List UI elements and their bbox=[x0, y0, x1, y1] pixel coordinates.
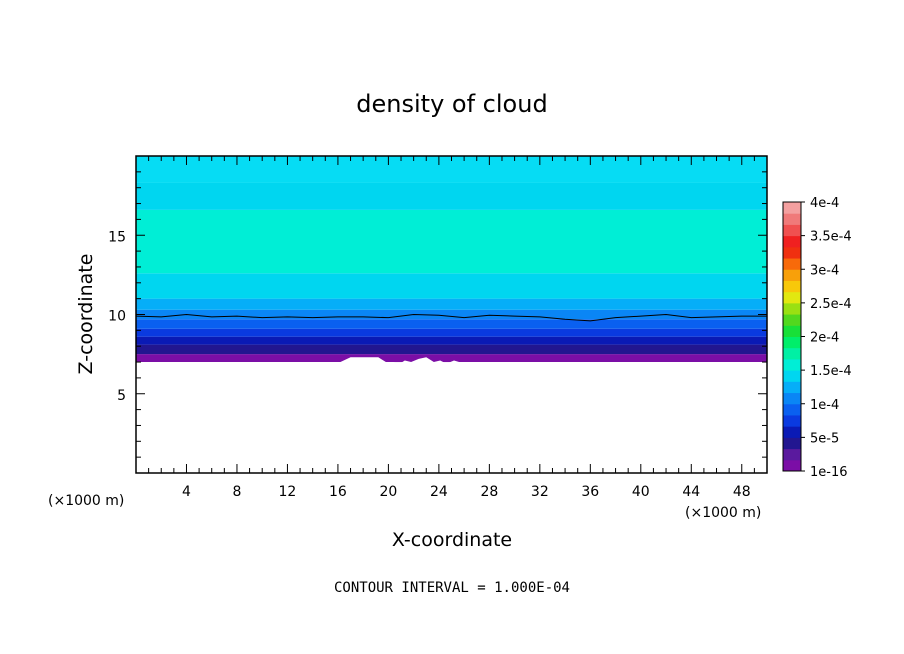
x-tick-label: 28 bbox=[480, 484, 498, 500]
colorbar-swatch bbox=[783, 202, 801, 214]
colorbar-swatch bbox=[783, 314, 801, 326]
colorbar-swatch bbox=[783, 392, 801, 405]
colorbar-swatch bbox=[783, 448, 801, 461]
x-unit-right-label: (×1000 m) bbox=[685, 505, 761, 521]
colorbar-swatch bbox=[783, 437, 801, 450]
x-tick-label: 32 bbox=[531, 484, 549, 500]
colorbar-label: 1e-16 bbox=[810, 465, 848, 480]
density-band-4 bbox=[136, 319, 767, 329]
density-band-6 bbox=[136, 298, 767, 310]
colorbar-swatch bbox=[783, 347, 801, 360]
colorbar-swatch bbox=[783, 358, 801, 371]
plot-area bbox=[135, 155, 768, 474]
y-tick-label: 5 bbox=[117, 388, 126, 404]
x-tick-label: 36 bbox=[581, 484, 599, 500]
colorbar-swatch bbox=[783, 213, 801, 225]
x-unit-left-label: (×1000 m) bbox=[48, 493, 124, 509]
colorbar-swatch bbox=[783, 414, 801, 427]
contour-line bbox=[135, 313, 767, 322]
colorbar-label: 2.5e-4 bbox=[810, 297, 852, 312]
y-axis: 5 10 15 bbox=[108, 155, 767, 474]
x-tick-label: 44 bbox=[682, 484, 700, 500]
colorbar-label: 2e-4 bbox=[810, 331, 839, 346]
y-tick-label: 15 bbox=[108, 229, 126, 245]
colorbar-label: 1.5e-4 bbox=[810, 364, 852, 379]
colorbar-label: 4e-4 bbox=[810, 196, 839, 211]
colorbar-swatch bbox=[783, 459, 801, 472]
colorbar-swatch bbox=[783, 224, 801, 237]
density-band-0 bbox=[136, 354, 767, 363]
empty-region bbox=[136, 357, 767, 473]
colorbar-label: 3.5e-4 bbox=[810, 230, 852, 245]
colorbar-label: 3e-4 bbox=[810, 263, 839, 278]
colorbar-label: 1e-4 bbox=[810, 398, 839, 413]
colorbar-swatch bbox=[783, 280, 801, 293]
colorbar-swatch bbox=[783, 235, 801, 248]
x-tick-label: 4 bbox=[182, 484, 191, 500]
chart-title: density of cloud bbox=[356, 90, 547, 118]
x-axis: 4 8 12 16 20 24 28 32 36 40 44 48 bbox=[135, 156, 768, 500]
colorbar-swatch bbox=[783, 370, 801, 382]
density-band-3 bbox=[136, 328, 767, 337]
colorbar-swatch bbox=[783, 258, 801, 270]
x-tick-label: 40 bbox=[632, 484, 650, 500]
colorbar: 4e-4 3.5e-4 3e-4 2.5e-4 2e-4 1.5e-4 1e-4 5e-5 1e… bbox=[782, 196, 852, 480]
colorbar-label: 5e-5 bbox=[810, 431, 839, 446]
x-axis-label: X-coordinate bbox=[392, 529, 512, 551]
colorbar-swatch bbox=[783, 269, 801, 281]
colorbar-swatch bbox=[783, 302, 801, 315]
x-tick-label: 12 bbox=[279, 484, 297, 500]
x-tick-label: 24 bbox=[430, 484, 448, 500]
density-band-1 bbox=[136, 344, 767, 355]
x-tick-label: 20 bbox=[379, 484, 397, 500]
density-band-7 bbox=[136, 273, 767, 299]
colorbar-swatch bbox=[783, 325, 801, 337]
density-band-5 bbox=[136, 309, 767, 320]
density-band-8 bbox=[136, 209, 767, 274]
y-axis-label: Z-coordinate bbox=[75, 254, 97, 375]
colorbar-swatch bbox=[783, 336, 801, 349]
colorbar-swatch bbox=[783, 246, 801, 259]
y-tick-label: 10 bbox=[108, 309, 126, 325]
x-tick-label: 16 bbox=[329, 484, 347, 500]
x-tick-label: 48 bbox=[733, 484, 751, 500]
colorbar-swatch bbox=[783, 403, 801, 416]
colorbar-swatch bbox=[783, 381, 801, 394]
x-tick-label: 8 bbox=[232, 484, 241, 500]
density-band-2 bbox=[136, 336, 767, 345]
contour-interval-note: CONTOUR INTERVAL = 1.000E-04 bbox=[334, 580, 570, 596]
colorbar-swatch bbox=[783, 291, 801, 304]
colorbar-swatch bbox=[783, 426, 801, 438]
density-band-9 bbox=[136, 182, 767, 210]
